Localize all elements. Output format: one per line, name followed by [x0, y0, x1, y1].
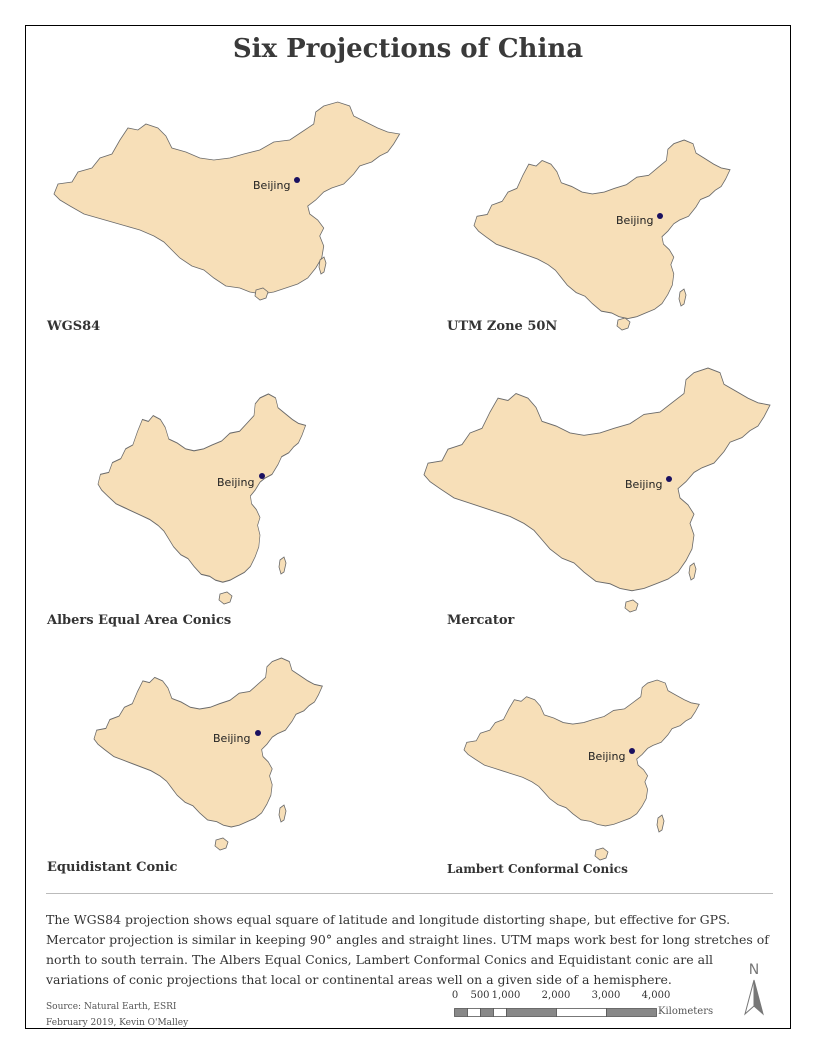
scale-tick: 1,000	[491, 990, 521, 1001]
taiwan-island	[318, 256, 327, 275]
beijing-point	[666, 476, 672, 482]
map-wgs84: Beijing	[53, 101, 401, 301]
taiwan-island	[278, 804, 287, 823]
china-shape	[93, 657, 323, 828]
scale-bar: 0 500 1,000 2,000 3,000 4,000 Kilometers	[448, 990, 738, 1024]
map-lambert-conformal: Beijing	[463, 679, 700, 861]
beijing-label: Beijing	[213, 732, 250, 745]
label-mercator: Mercator	[447, 613, 515, 628]
page-title: Six Projections of China	[232, 34, 584, 64]
scale-tick: 2,000	[541, 990, 571, 1001]
beijing-point	[629, 748, 635, 754]
taiwan-island	[278, 556, 287, 575]
north-label: N	[749, 962, 759, 978]
map-equidistant-conic: Beijing	[93, 657, 323, 851]
label-albers: Albers Equal Area Conics	[47, 613, 232, 628]
hainan-island	[594, 847, 609, 861]
beijing-label: Beijing	[616, 214, 653, 227]
scale-tick: 4,000	[641, 990, 671, 1001]
author-credit: February 2019, Kevin O'Malley	[46, 1018, 189, 1028]
credit-block: Source: Natural Earth, ESRI February 201…	[46, 999, 188, 1031]
label-utm-zone-50n: UTM Zone 50N	[447, 319, 558, 334]
section-divider	[46, 893, 773, 894]
china-shape	[463, 679, 700, 827]
map-mercator: Beijing	[423, 367, 771, 613]
taiwan-island	[688, 562, 697, 581]
taiwan-island	[678, 288, 687, 307]
label-equidistant-conic: Equidistant Conic	[47, 860, 178, 875]
scale-tick: 0	[451, 990, 459, 1001]
beijing-label: Beijing	[253, 179, 290, 192]
china-shape	[473, 139, 731, 320]
scale-tick: 3,000	[591, 990, 621, 1001]
hainan-island	[214, 837, 229, 851]
beijing-label: Beijing	[588, 750, 625, 763]
beijing-label: Beijing	[625, 478, 662, 491]
map-albers-equal-area: Beijing	[97, 393, 307, 605]
north-arrow-icon: N	[744, 962, 764, 1016]
scale-bar-graphic	[454, 1008, 657, 1017]
scale-unit: Kilometers	[658, 1006, 714, 1017]
beijing-point	[657, 213, 663, 219]
label-wgs84: WGS84	[47, 319, 101, 334]
china-shape	[423, 367, 771, 592]
hainan-island	[218, 591, 233, 605]
beijing-point	[294, 177, 300, 183]
beijing-point	[255, 730, 261, 736]
hainan-island	[624, 599, 639, 613]
hainan-island	[616, 317, 631, 331]
description-text: The WGS84 projection shows equal square …	[46, 912, 769, 987]
china-shape	[97, 393, 307, 583]
beijing-label: Beijing	[217, 476, 254, 489]
beijing-point	[259, 473, 265, 479]
scale-tick: 500	[470, 990, 490, 1001]
source-credit: Source: Natural Earth, ESRI	[46, 1002, 177, 1012]
map-utm-zone-50n: Beijing	[473, 139, 731, 331]
china-shape	[53, 101, 401, 295]
taiwan-island	[656, 814, 665, 833]
label-lambert-conformal: Lambert Conformal Conics	[447, 862, 628, 876]
